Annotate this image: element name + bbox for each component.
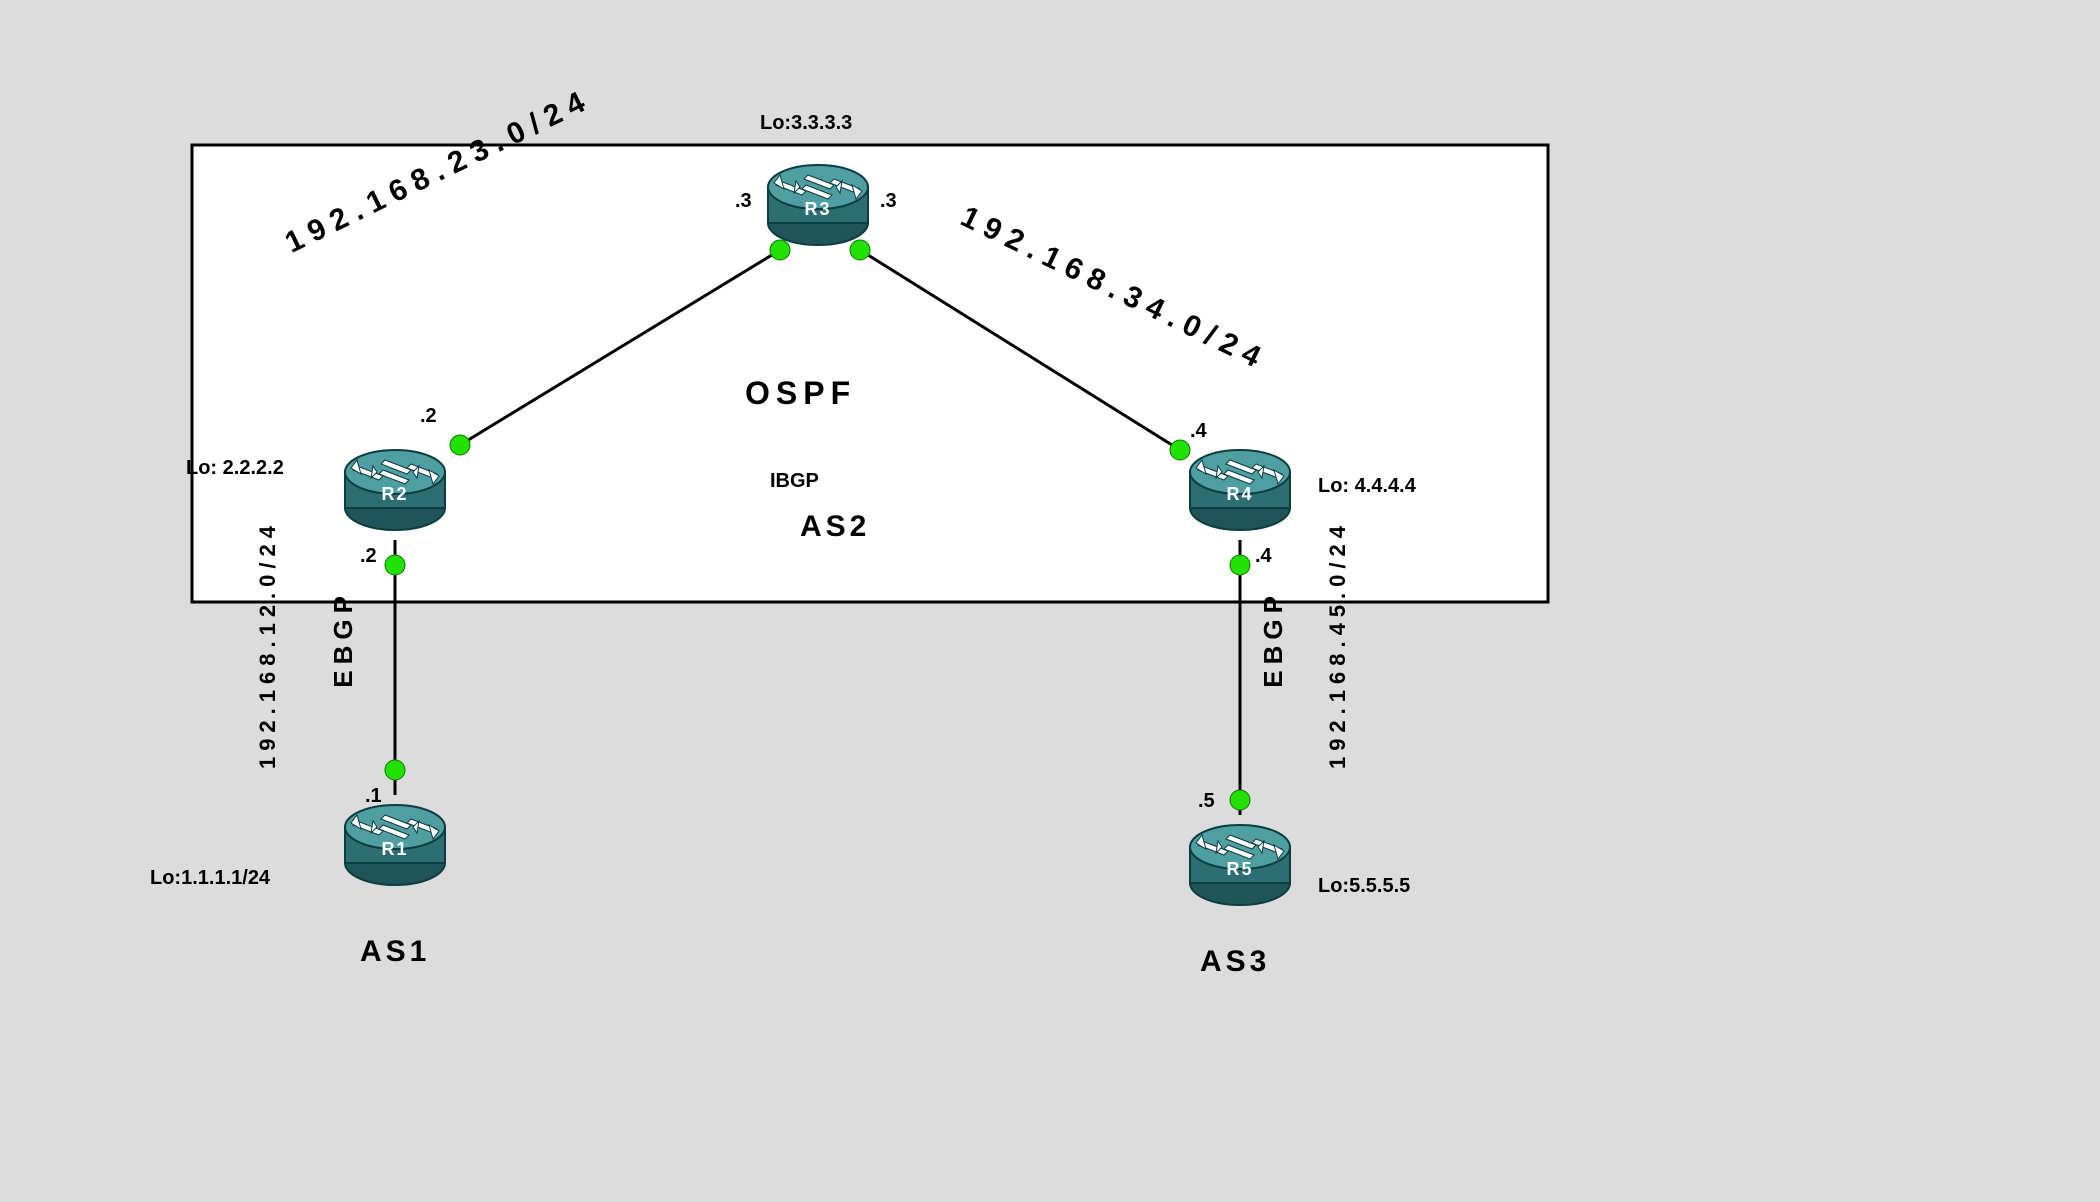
iface-r2-top: .2 xyxy=(420,405,437,428)
lo-r2: Lo: 2.2.2.2 xyxy=(186,457,284,480)
router-r5: R5 xyxy=(1190,825,1290,905)
router-r2: R2 xyxy=(345,450,445,530)
router-r5-label: R5 xyxy=(1226,859,1253,879)
as1-label: AS1 xyxy=(360,935,430,969)
net-45: 192.168.45.0/24 xyxy=(1325,520,1351,769)
as2-label: AS2 xyxy=(800,510,870,544)
net-12: 192.168.12.0/24 xyxy=(255,520,281,769)
iface-r4-bot: .4 xyxy=(1255,545,1272,568)
ibgp-label: IBGP xyxy=(770,470,819,493)
router-r3: R3 xyxy=(768,165,868,245)
router-r2-label: R2 xyxy=(381,484,408,504)
network-svg: R3 R2 R4 R1 R5 xyxy=(0,0,2100,1202)
iface-r3-left: .3 xyxy=(735,190,752,213)
router-r4-label: R4 xyxy=(1226,484,1253,504)
iface-r4-top: .4 xyxy=(1190,420,1207,443)
as3-label: AS3 xyxy=(1200,945,1270,979)
ebgp-right: EBGP xyxy=(1258,590,1289,688)
diagram-stage: R3 R2 R4 R1 R5 Lo:3.3.3.3 Lo: 2.2.2.2 Lo… xyxy=(0,0,2100,1202)
ospf-label: OSPF xyxy=(745,375,856,412)
router-r1: R1 xyxy=(345,805,445,885)
router-r3-label: R3 xyxy=(804,199,831,219)
ebgp-left: EBGP xyxy=(328,590,359,688)
iface-r3-right: .3 xyxy=(880,190,897,213)
lo-r5: Lo:5.5.5.5 xyxy=(1318,875,1410,898)
iface-r2-bot: .2 xyxy=(360,545,377,568)
lo-r3: Lo:3.3.3.3 xyxy=(760,112,852,135)
iface-r5: .5 xyxy=(1198,790,1215,813)
lo-r1: Lo:1.1.1.1/24 xyxy=(150,867,270,890)
lo-r4: Lo: 4.4.4.4 xyxy=(1318,475,1416,498)
iface-r1: .1 xyxy=(365,785,382,808)
router-r4: R4 xyxy=(1190,450,1290,530)
router-r1-label: R1 xyxy=(381,839,408,859)
